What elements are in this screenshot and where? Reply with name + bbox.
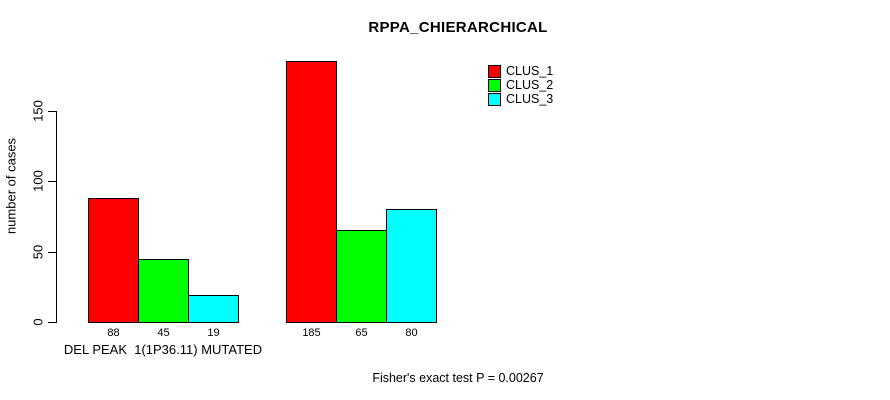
y-axis-tick	[48, 252, 56, 253]
bar-value-label: 45	[157, 327, 170, 339]
bar-value-label: 65	[355, 327, 368, 339]
y-axis-line	[56, 110, 57, 323]
legend-item: CLUS_1	[488, 65, 553, 78]
y-axis-tick	[48, 181, 56, 182]
bar-clus_1-group-2	[286, 61, 337, 323]
y-tick-label: 0	[30, 318, 46, 326]
y-axis-tick	[48, 322, 56, 323]
bar-clus_3-group-1	[188, 295, 239, 323]
legend: CLUS_1 CLUS_2 CLUS_3	[488, 65, 553, 107]
bar-clus_1-group-1	[88, 198, 139, 323]
bar-clus_3-group-2	[386, 209, 437, 323]
legend-label: CLUS_1	[506, 64, 554, 78]
legend-label: CLUS_2	[506, 78, 554, 92]
y-tick-label: 150	[30, 100, 46, 122]
y-tick-label: 100	[30, 170, 46, 192]
fisher-test-annotation: Fisher's exact test P = 0.00267	[372, 371, 544, 385]
legend-item: CLUS_2	[488, 79, 553, 92]
bar-value-label: 80	[405, 327, 418, 339]
legend-swatch	[488, 79, 501, 92]
bar-value-label: 185	[302, 327, 321, 339]
bar-value-label: 19	[207, 327, 220, 339]
x-group-label: DEL PEAK 1(1P36.11) MUTATED	[63, 342, 263, 357]
legend-swatch	[488, 93, 501, 106]
chart-title: RPPA_CHIERARCHICAL	[368, 19, 548, 36]
bar-value-label: 88	[107, 327, 120, 339]
bar-clus_2-group-2	[336, 230, 387, 323]
y-tick-label: 50	[30, 244, 46, 260]
legend-label: CLUS_3	[506, 92, 554, 106]
legend-item: CLUS_3	[488, 93, 553, 106]
y-axis-tick	[48, 111, 56, 112]
legend-swatch	[488, 65, 501, 78]
bar-clus_2-group-1	[138, 259, 189, 323]
